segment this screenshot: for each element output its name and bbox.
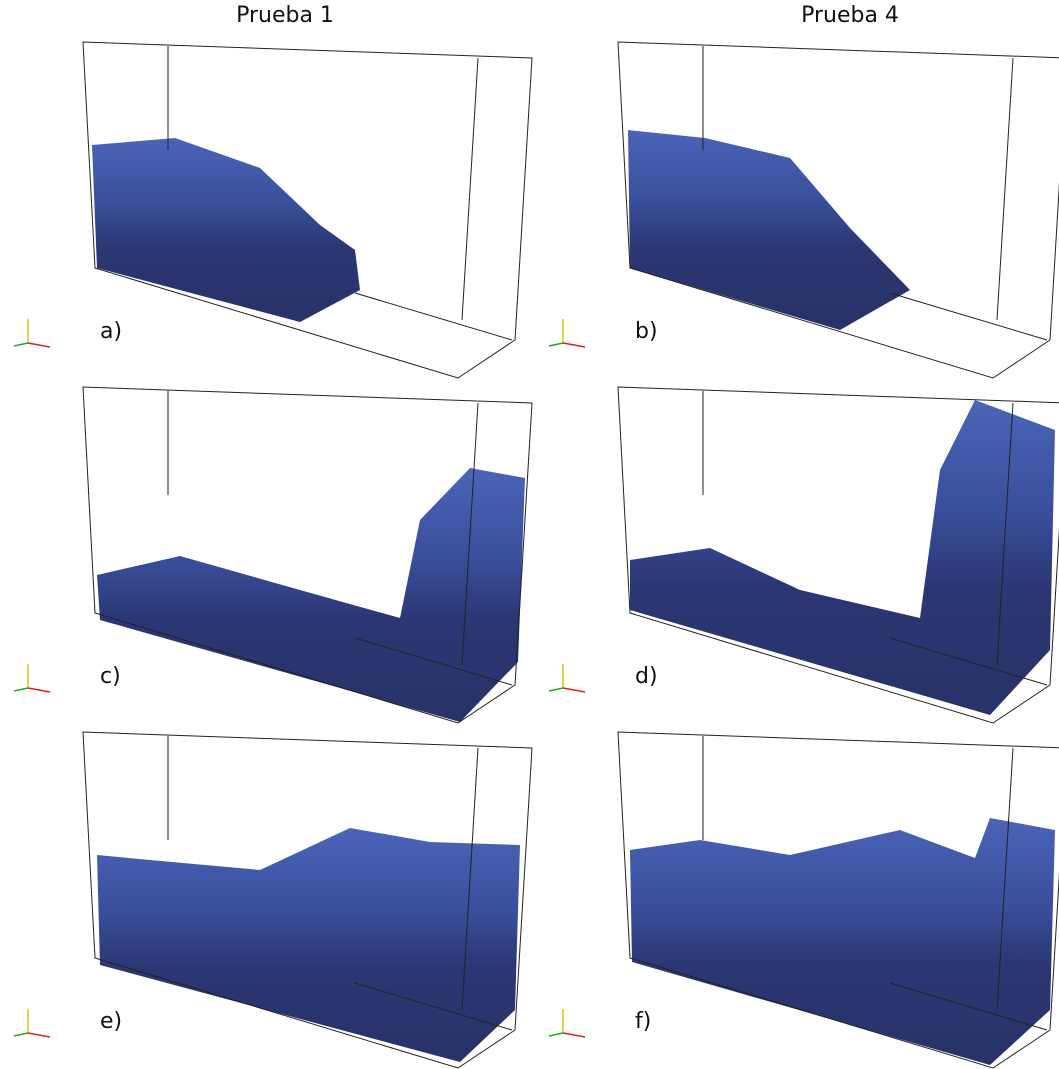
box-edge (354, 982, 513, 1031)
water-body (97, 828, 520, 1062)
box-edge (889, 637, 1048, 686)
panel-label: e) (100, 1009, 122, 1034)
water-body (628, 130, 910, 330)
panel: e) (13, 731, 533, 1069)
axis-x (27, 687, 51, 693)
water-body (92, 138, 360, 322)
panel-label: d) (635, 664, 658, 689)
box-edge (996, 402, 1014, 666)
panel-label: c) (100, 664, 121, 689)
axis-x (562, 687, 586, 693)
box-outline (617, 386, 1059, 724)
column-title: Prueba 1 (236, 3, 334, 28)
axis-z (548, 1032, 564, 1037)
axis-z (13, 1032, 29, 1037)
axis-z (548, 687, 564, 692)
axis-z (548, 342, 564, 347)
water-body (97, 468, 525, 722)
box-outline (82, 386, 533, 724)
panel-label: a) (100, 319, 122, 344)
axis-z (13, 342, 29, 347)
box-outline (617, 41, 1059, 379)
axis-x (562, 342, 586, 348)
axis-x (27, 342, 51, 348)
panel: b) (548, 41, 1059, 379)
panels: a) b) c) d) e) f) (13, 41, 1059, 1069)
water-body (630, 400, 1055, 715)
axis-z (13, 687, 29, 692)
box-edge (461, 747, 479, 1011)
axis-x (562, 1032, 586, 1038)
panel: f) (548, 731, 1059, 1069)
box-edge (354, 292, 513, 341)
box-edge (461, 57, 479, 321)
axis-x (27, 1032, 51, 1038)
box-edge (461, 402, 479, 666)
box-outline (82, 731, 533, 1069)
panel: d) (548, 386, 1059, 724)
panel: a) (13, 41, 533, 379)
box-edge (354, 637, 513, 686)
box-edge (889, 292, 1048, 341)
box-outline (617, 731, 1059, 1069)
box-edge (996, 57, 1014, 321)
box-edge (996, 747, 1014, 1011)
column-title: Prueba 4 (801, 3, 899, 28)
water-body (630, 818, 1055, 1065)
panel-label: f) (635, 1009, 651, 1034)
panel-label: b) (635, 319, 658, 344)
box-edge (889, 982, 1048, 1031)
box-outline (82, 41, 533, 379)
panel: c) (13, 386, 533, 724)
